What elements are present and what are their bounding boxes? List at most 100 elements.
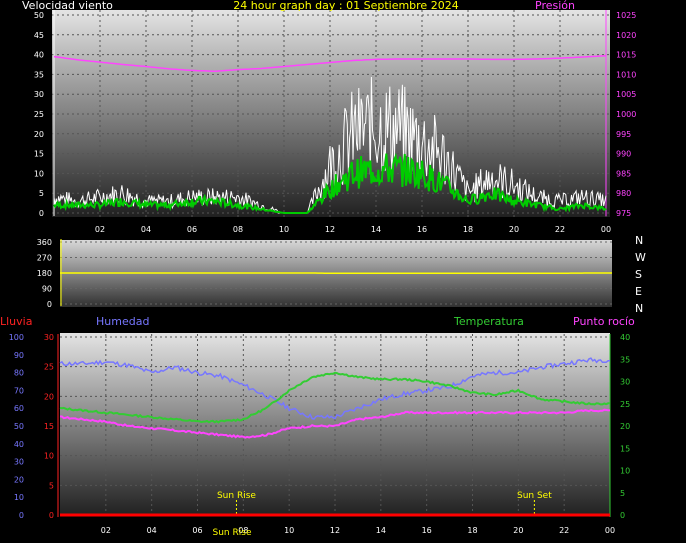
wind-x-axis: 02 04 06 08 10 12 14 16 18 20 22 00	[95, 225, 611, 234]
humidity-tick-label: 90	[14, 351, 24, 360]
temperature-tick-label: 35	[620, 355, 630, 364]
pressure-line	[53, 55, 607, 72]
temp-x-tick-label: 00	[605, 526, 615, 535]
temp-x-tick-label: 22	[559, 526, 569, 535]
pressure-right-axis: 975 980 985 990 995 1000 1005 1010 1015 1020 1025	[616, 11, 636, 218]
direction-tick-label: 90	[42, 285, 52, 294]
temp-x-tick-label: 02	[101, 526, 111, 535]
wind-x-tick-label: 16	[417, 225, 427, 234]
rain-tick-label: 15	[44, 422, 54, 431]
rain-tick-label: 25	[44, 363, 54, 372]
sun-markers: Sun Rise Sun Set	[217, 491, 552, 515]
wind-tick-label: 35	[34, 70, 44, 79]
direction-tick-label: 0	[47, 300, 52, 309]
wind-tick-label: 20	[34, 130, 44, 139]
humidity-tick-label: 0	[19, 511, 24, 520]
wind-tick-label: 10	[34, 169, 44, 178]
rain-label: Lluvia	[0, 315, 32, 328]
pressure-tick-label: 1005	[616, 90, 636, 99]
wind-tick-label: 30	[34, 90, 44, 99]
humidity-tick-label: 20	[14, 475, 24, 484]
wind-x-tick-label: 02	[95, 225, 105, 234]
pressure-tick-label: 1025	[616, 11, 636, 20]
wind-x-tick-label: 12	[325, 225, 335, 234]
temp-x-tick-label: 06	[192, 526, 202, 535]
rain-tick-label: 0	[49, 511, 54, 520]
wind-tick-label: 50	[34, 11, 44, 20]
wind-x-tick-label: 20	[509, 225, 519, 234]
pressure-tick-label: 1010	[616, 70, 636, 79]
sunrise-bottom-label: Sun Rise	[213, 528, 252, 538]
rain-tick-label: 5	[49, 481, 54, 490]
wind-gust-line	[53, 76, 607, 214]
temp-x-tick-label: 16	[422, 526, 432, 535]
wind-tick-label: 15	[34, 150, 44, 159]
wind-x-tick-label: 04	[141, 225, 151, 234]
pressure-tick-label: 1000	[616, 110, 636, 119]
direction-tick-label: 270	[37, 254, 52, 263]
direction-tick-label: 180	[37, 269, 52, 278]
wind-left-axis: 0 5 10 15 20 25 30 35 40 45 50	[34, 11, 44, 218]
humidity-tick-label: 10	[14, 493, 24, 502]
compass-letter: N	[635, 234, 643, 247]
humidity-line	[59, 357, 610, 420]
pressure-tick-label: 990	[616, 150, 631, 159]
wind-tick-label: 45	[34, 31, 44, 40]
temperature-axis: 0 5 10 15 20 25 30 35 40	[620, 333, 630, 520]
rain-tick-label: 30	[44, 333, 54, 342]
dewpoint-label: Punto rocío	[573, 315, 635, 328]
wind-grid	[52, 10, 610, 217]
temperature-line	[59, 371, 610, 424]
wind-tick-label: 0	[39, 209, 44, 218]
rain-axis: 0 5 10 15 20 25 30	[44, 333, 54, 520]
wind-x-tick-label: 18	[463, 225, 473, 234]
temp-x-tick-label: 04	[147, 526, 157, 535]
temperature-label: Temperatura	[453, 315, 524, 328]
temp-x-axis: 02 04 06 08 10 12 14 16 18 20 22 00	[101, 526, 615, 535]
sun-marker-label: Sun Rise	[217, 491, 256, 501]
temperature-tick-label: 40	[620, 333, 630, 342]
temperature-tick-label: 10	[620, 467, 630, 476]
temp-x-tick-label: 10	[284, 526, 294, 535]
wind-axis-label: Velocidad viento	[22, 0, 113, 12]
compass-letter: W	[635, 251, 646, 264]
wind-x-tick-label: 14	[371, 225, 381, 234]
wind-x-tick-label: 10	[279, 225, 289, 234]
direction-axis: 0 90 180 270 360	[37, 238, 52, 309]
pressure-axis-label: Presión	[535, 0, 575, 12]
wind-x-tick-label: 22	[555, 225, 565, 234]
dewpoint-line	[59, 408, 611, 439]
humidity-label: Humedad	[96, 315, 149, 328]
temp-x-tick-label: 14	[376, 526, 386, 535]
humidity-axis: 0 10 20 30 40 50 60 70 80 90 100	[9, 333, 24, 520]
compass-letter: E	[635, 285, 642, 298]
temp-x-tick-label: 20	[513, 526, 523, 535]
temp-x-tick-label: 08	[238, 526, 248, 535]
wind-tick-label: 40	[34, 51, 44, 60]
humidity-tick-label: 80	[14, 369, 24, 378]
wind-tick-label: 25	[34, 110, 44, 119]
wind-tick-label: 5	[39, 189, 44, 198]
wind-x-tick-label: 06	[187, 225, 197, 234]
humidity-tick-label: 30	[14, 458, 24, 467]
humidity-tick-label: 40	[14, 440, 24, 449]
temperature-tick-label: 15	[620, 444, 630, 453]
humidity-tick-label: 70	[14, 386, 24, 395]
temperature-tick-label: 25	[620, 400, 630, 409]
humidity-tick-label: 60	[14, 404, 24, 413]
humidity-tick-label: 50	[14, 422, 24, 431]
wind-x-tick-label: 00	[601, 225, 611, 234]
chart-title: 24 hour graph day : 01 Septiembre 2024	[233, 0, 458, 12]
temperature-tick-label: 20	[620, 422, 630, 431]
pressure-tick-label: 1015	[616, 51, 636, 60]
pressure-tick-label: 975	[616, 209, 631, 218]
pressure-tick-label: 995	[616, 130, 631, 139]
pressure-tick-label: 985	[616, 169, 631, 178]
temp-x-tick-label: 12	[330, 526, 340, 535]
temp-x-tick-label: 18	[467, 526, 477, 535]
pressure-tick-label: 980	[616, 189, 631, 198]
direction-tick-label: 360	[37, 238, 52, 247]
